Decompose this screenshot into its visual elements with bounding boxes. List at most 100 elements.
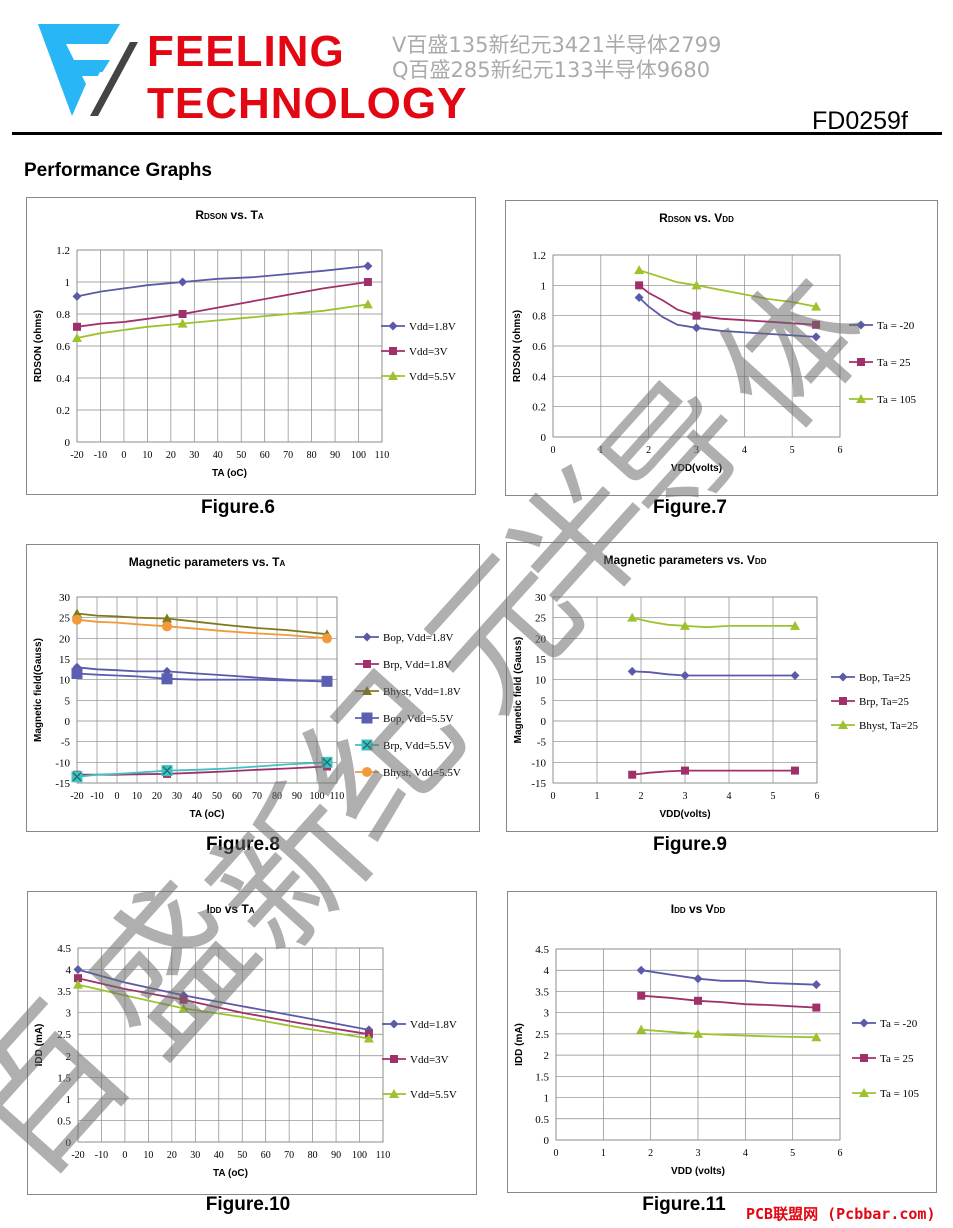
data-point xyxy=(162,666,172,676)
y-tick-label: 20 xyxy=(535,633,547,645)
watermark-line-2: Q百盛285新纪元133半导体9680 xyxy=(392,58,711,82)
data-point xyxy=(364,1025,374,1035)
x-tick-label: 1 xyxy=(598,445,603,456)
series-line xyxy=(76,666,328,683)
x-tick-label: -10 xyxy=(90,791,103,802)
legend-entry: Bhyst, Ta=25 xyxy=(831,720,919,732)
data-point xyxy=(178,1003,189,1013)
legend-marker xyxy=(388,321,398,331)
legend-entry: Ta = 25 xyxy=(849,357,911,369)
x-tick-label: 90 xyxy=(330,450,340,461)
legend-marker xyxy=(389,1019,399,1029)
x-tick-label: 5 xyxy=(790,445,795,456)
series-line xyxy=(76,618,328,640)
y-tick-label: 10 xyxy=(59,675,71,687)
y-tick-label: 0.2 xyxy=(56,405,70,417)
caption-fig8: Figure.8 xyxy=(206,834,280,855)
x-tick-label: 20 xyxy=(152,791,162,802)
x-tick-label: 110 xyxy=(376,1150,391,1161)
data-point xyxy=(811,332,821,342)
y-tick-label: -15 xyxy=(531,778,546,790)
series-line xyxy=(638,284,817,326)
y-tick-label: 0 xyxy=(541,716,547,728)
x-axis-label: TA (oC) xyxy=(212,468,247,479)
legend-label: Brp, Vdd=5.5V xyxy=(383,740,452,752)
legend-entry: Vdd=5.5V xyxy=(381,371,456,383)
series-line xyxy=(76,672,328,683)
x-tick-label: 90 xyxy=(331,1150,341,1161)
series-3 xyxy=(73,979,374,1043)
watermark-line-1: V百盛135新纪元3421半导体2799 xyxy=(392,33,722,57)
x-tick-label: 0 xyxy=(122,1150,127,1161)
data-point xyxy=(790,671,800,681)
legend-marker xyxy=(362,767,372,777)
legend-label: Vdd=3V xyxy=(409,346,448,358)
data-point xyxy=(162,621,172,632)
series-4 xyxy=(71,667,333,687)
x-tick-label: 10 xyxy=(132,791,142,802)
y-tick-label: 0.2 xyxy=(532,402,546,414)
y-axis-label: RDSON (ohms) xyxy=(512,310,523,382)
y-tick-label: -5 xyxy=(537,737,547,749)
y-tick-label: 25 xyxy=(59,613,71,625)
x-tick-label: 4 xyxy=(742,445,747,456)
caption-fig11: Figure.11 xyxy=(642,1194,726,1215)
legend-entry: Bhyst, Vdd=1.8V xyxy=(355,686,461,698)
x-tick-label: 6 xyxy=(838,445,843,456)
series-2 xyxy=(628,766,799,779)
x-tick-label: 60 xyxy=(260,450,270,461)
series-line xyxy=(76,303,369,339)
chart-title: Magnetic parameters vs. VDD xyxy=(604,553,767,567)
legend-entry: Bop, Vdd=1.8V xyxy=(355,632,454,644)
caption-fig10: Figure.10 xyxy=(205,1194,291,1215)
y-axis-label: Magnetic field(Gauss) xyxy=(33,638,44,742)
series-line xyxy=(631,616,795,629)
data-point xyxy=(363,278,372,286)
legend-label: Bop, Ta=25 xyxy=(859,672,911,684)
y-tick-label: 0.6 xyxy=(56,341,70,353)
x-tick-label: 40 xyxy=(214,1150,224,1161)
y-tick-label: 5 xyxy=(65,695,71,707)
data-point xyxy=(73,979,83,989)
series-3 xyxy=(636,1024,822,1042)
x-axis-label: VDD (volts) xyxy=(671,1166,725,1177)
y-tick-label: 2 xyxy=(544,1050,550,1062)
data-point xyxy=(178,277,188,287)
x-tick-label: 20 xyxy=(166,450,176,461)
series-1 xyxy=(72,261,373,301)
legend-label: Ta = 105 xyxy=(880,1088,920,1100)
data-point xyxy=(178,310,187,318)
data-point xyxy=(161,673,173,685)
x-tick-label: 5 xyxy=(771,791,776,802)
data-point xyxy=(627,666,637,676)
y-tick-label: -10 xyxy=(55,757,70,769)
y-tick-label: 25 xyxy=(535,613,547,625)
x-tick-label: -20 xyxy=(71,1150,84,1161)
legend-label: Ta = 105 xyxy=(877,394,917,406)
x-tick-label: 30 xyxy=(190,1150,200,1161)
y-tick-label: 0.8 xyxy=(56,309,70,321)
header-divider xyxy=(12,132,942,135)
legend-entry: Vdd=5.5V xyxy=(382,1089,457,1101)
data-point xyxy=(680,671,690,681)
legend-marker xyxy=(390,1055,398,1063)
x-tick-label: -20 xyxy=(70,791,83,802)
x-tick-label: 100 xyxy=(351,450,366,461)
series-line xyxy=(632,670,795,677)
legend-label: Bhyst, Vdd=5.5V xyxy=(383,767,461,779)
series-line xyxy=(77,983,370,1040)
y-tick-label: 1 xyxy=(65,277,71,289)
legend-label: Ta = -20 xyxy=(880,1018,918,1030)
x-tick-label: 2 xyxy=(648,1148,653,1159)
data-point xyxy=(321,675,333,687)
series-2 xyxy=(73,278,372,331)
data-point xyxy=(72,614,82,625)
y-tick-label: 0.5 xyxy=(57,1115,71,1127)
feeling-logo-icon xyxy=(38,24,138,116)
data-point xyxy=(691,280,702,290)
series-line xyxy=(641,1028,817,1039)
x-tick-label: 70 xyxy=(284,1150,294,1161)
data-point xyxy=(812,320,821,329)
series-line xyxy=(76,761,328,778)
data-point xyxy=(72,291,82,301)
